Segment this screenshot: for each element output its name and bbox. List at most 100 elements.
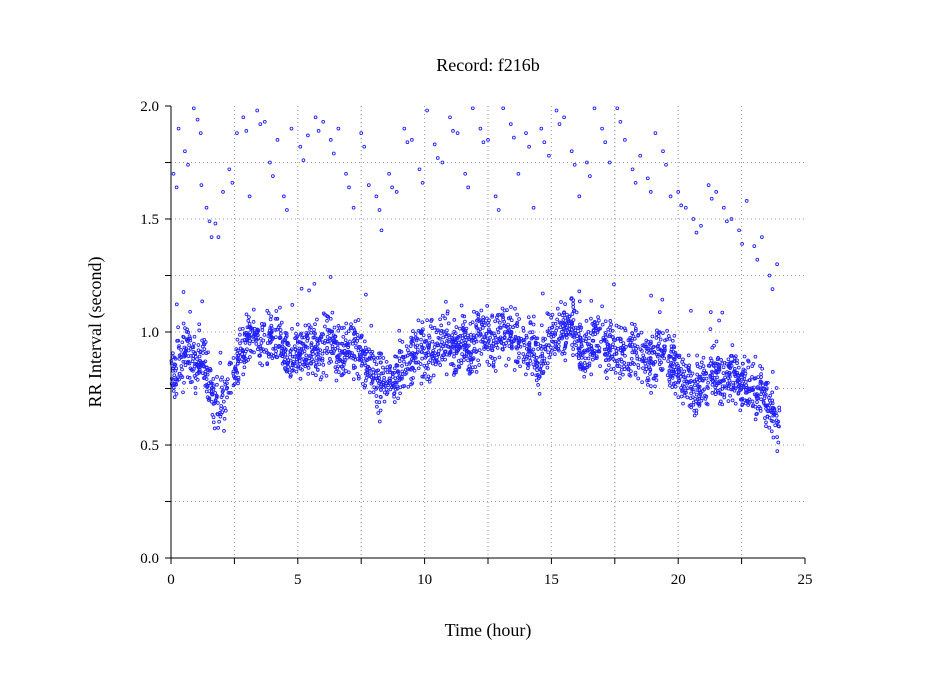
- data-point: [603, 319, 608, 324]
- data-point: [460, 352, 464, 356]
- data-point: [532, 334, 536, 339]
- data-point: [654, 336, 659, 340]
- data-point: [594, 354, 599, 359]
- outlier-point: [301, 158, 306, 163]
- data-point: [274, 355, 279, 360]
- data-point: [577, 299, 582, 304]
- data-point: [211, 377, 216, 381]
- data-point: [242, 331, 247, 336]
- data-point: [740, 361, 745, 366]
- data-point: [630, 360, 635, 365]
- data-point: [450, 362, 455, 366]
- data-point: [382, 399, 387, 404]
- data-point: [611, 335, 615, 339]
- data-point: [298, 376, 303, 381]
- y-tick-label: 1.0: [140, 325, 159, 341]
- data-point: [730, 343, 735, 347]
- data-point: [262, 333, 267, 337]
- data-point: [444, 299, 448, 304]
- data-point: [433, 351, 437, 356]
- data-point: [258, 353, 262, 357]
- data-point: [427, 379, 432, 384]
- data-point: [567, 323, 572, 328]
- data-point: [737, 383, 742, 387]
- data-point: [731, 383, 736, 388]
- data-point: [384, 381, 389, 386]
- data-point: [196, 364, 201, 369]
- data-point: [209, 381, 214, 386]
- data-point: [484, 331, 489, 336]
- data-point: [531, 362, 536, 367]
- data-point: [661, 331, 665, 335]
- outlier-point: [694, 230, 699, 235]
- data-point: [235, 337, 240, 342]
- data-point: [182, 380, 186, 385]
- data-point: [600, 322, 605, 327]
- data-point: [180, 375, 185, 379]
- data-point: [274, 335, 278, 340]
- data-point: [420, 329, 424, 333]
- data-point: [209, 399, 214, 404]
- data-point: [534, 378, 539, 383]
- data-point: [175, 339, 179, 343]
- data-point: [363, 345, 368, 350]
- data-point: [613, 370, 618, 375]
- data-point: [183, 363, 188, 368]
- outlier-point: [648, 190, 653, 194]
- data-point: [225, 386, 230, 390]
- data-point: [482, 345, 487, 349]
- data-point: [288, 349, 293, 354]
- data-point: [524, 335, 529, 340]
- data-point: [336, 323, 341, 328]
- data-point: [504, 363, 508, 368]
- data-point: [760, 366, 765, 371]
- data-point: [479, 308, 484, 313]
- data-point: [460, 333, 465, 338]
- data-point: [392, 400, 397, 404]
- data-point: [397, 328, 402, 333]
- data-point: [710, 382, 715, 387]
- data-point: [509, 318, 514, 323]
- outlier-point: [377, 208, 382, 212]
- data-point: [348, 339, 352, 344]
- data-point: [469, 360, 474, 365]
- outlier-point: [481, 140, 486, 145]
- data-point: [593, 332, 598, 336]
- data-point: [454, 344, 459, 349]
- data-point: [613, 338, 617, 342]
- data-point: [252, 332, 256, 337]
- data-point: [713, 392, 718, 397]
- data-point: [594, 343, 599, 348]
- data-point: [306, 366, 311, 370]
- data-point: [528, 320, 533, 324]
- data-point: [186, 330, 191, 335]
- data-point: [485, 359, 490, 364]
- data-point: [750, 399, 755, 404]
- data-point: [247, 341, 252, 346]
- data-point: [309, 354, 313, 359]
- data-point: [439, 328, 444, 333]
- data-point: [309, 330, 314, 335]
- data-point: [668, 363, 673, 367]
- data-point: [279, 351, 284, 356]
- data-point: [457, 344, 462, 349]
- data-point: [356, 374, 361, 379]
- data-point: [577, 362, 582, 367]
- data-point: [382, 375, 386, 380]
- data-point: [533, 342, 538, 347]
- data-point: [679, 394, 684, 399]
- data-point: [674, 362, 679, 366]
- data-point: [271, 346, 276, 351]
- data-point: [377, 355, 382, 360]
- data-point: [476, 312, 481, 317]
- data-point: [305, 339, 310, 343]
- data-point: [458, 333, 463, 338]
- outlier-point: [588, 174, 592, 178]
- outlier-point: [410, 138, 414, 142]
- data-point: [334, 369, 338, 374]
- data-point: [506, 316, 511, 321]
- data-point: [431, 356, 435, 361]
- outlier-point: [390, 185, 394, 190]
- data-point: [304, 353, 309, 358]
- data-point: [603, 351, 608, 356]
